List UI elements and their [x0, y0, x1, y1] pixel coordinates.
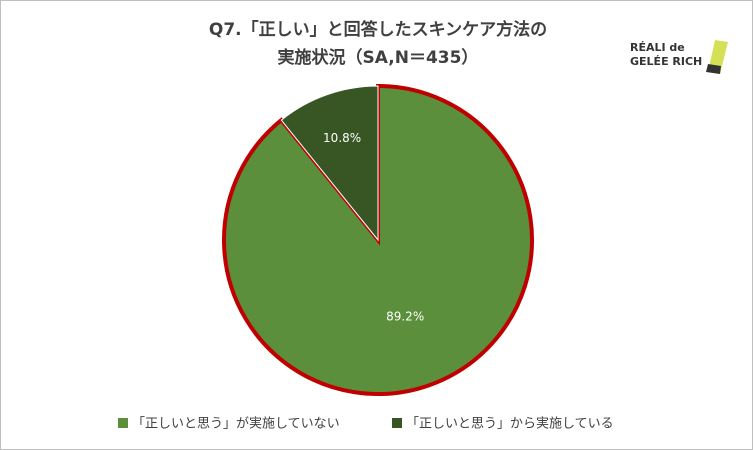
- chart-title: 実施状況（SA,N＝435）: [278, 47, 479, 68]
- legend-label: 「正しいと思う」から実施している: [406, 416, 614, 432]
- pie-slice: [280, 85, 379, 242]
- legend-label: 「正しいと思う」が実施していない: [132, 416, 340, 432]
- data-label: 89.2%: [386, 309, 424, 323]
- logo-text: RÉALI de: [630, 41, 685, 54]
- logo-text: GELÉE RICH: [630, 55, 702, 68]
- logo-mark: [706, 64, 721, 74]
- chart-title: Q7.「正しい」と回答したスキンケア方法の: [209, 19, 547, 40]
- legend-swatch: [118, 418, 128, 428]
- data-label: 10.8%: [323, 131, 361, 145]
- legend-swatch: [392, 418, 402, 428]
